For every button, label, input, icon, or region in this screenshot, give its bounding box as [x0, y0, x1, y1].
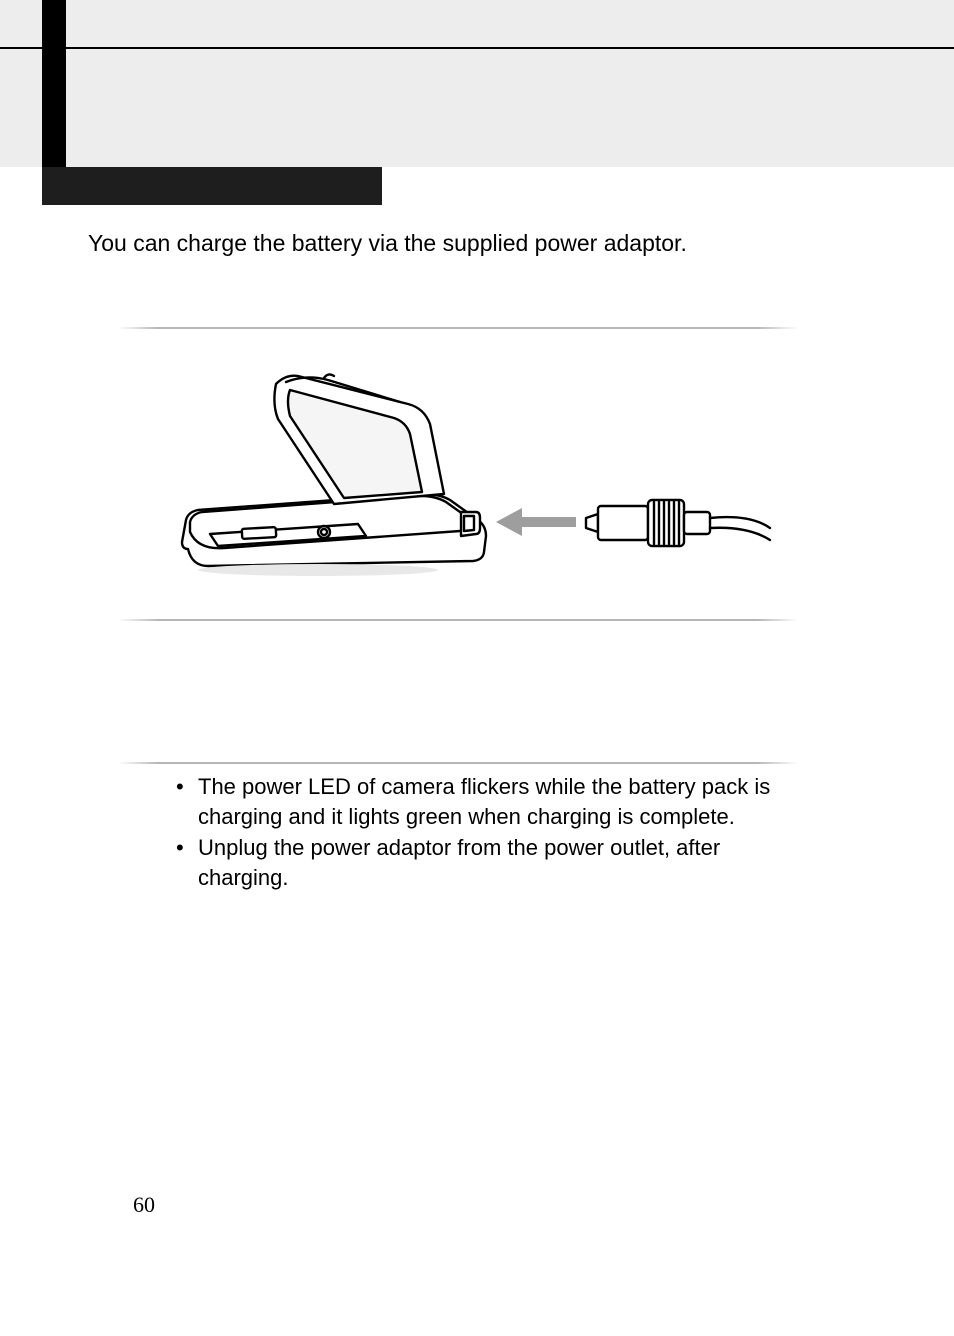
notes-top-rule [118, 762, 798, 764]
list-item: Unplug the power adaptor from the power … [176, 833, 790, 892]
figure-frame [118, 327, 798, 621]
intro-paragraph: You can charge the battery via the suppl… [88, 228, 878, 259]
list-item: The power LED of camera flickers while t… [176, 772, 790, 831]
figure-illustration [118, 329, 798, 619]
notes-list: The power LED of camera flickers while t… [118, 772, 798, 893]
charger-illustration-icon [138, 344, 778, 604]
figure-bottom-rule [118, 619, 798, 621]
header-region [0, 0, 954, 167]
page-number: 60 [133, 1192, 155, 1218]
note-text: Unplug the power adaptor from the power … [198, 835, 720, 890]
notes-frame: The power LED of camera flickers while t… [118, 762, 798, 895]
note-text: The power LED of camera flickers while t… [198, 774, 770, 829]
header-divider [0, 47, 954, 49]
section-tab [42, 167, 382, 205]
